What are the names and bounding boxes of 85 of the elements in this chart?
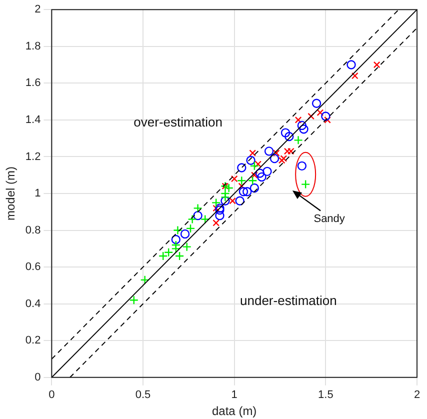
point xyxy=(215,204,224,213)
point xyxy=(288,148,294,155)
x-tick-label: 0 xyxy=(48,389,55,402)
point xyxy=(248,176,258,186)
point xyxy=(321,112,330,121)
point xyxy=(237,176,246,186)
point xyxy=(294,116,302,124)
point xyxy=(351,72,358,80)
annotation: under-estimation xyxy=(240,293,337,308)
point xyxy=(164,248,174,257)
y-axis-title: model (m) xyxy=(4,166,18,221)
annotation: over-estimation xyxy=(134,114,223,130)
point xyxy=(212,204,220,212)
point xyxy=(262,166,272,176)
point xyxy=(237,163,246,172)
point xyxy=(182,242,192,252)
point xyxy=(224,183,234,193)
point xyxy=(373,61,380,68)
point xyxy=(193,210,202,220)
y-tick-label: 1.2 xyxy=(25,150,41,163)
point xyxy=(284,148,291,155)
y-tick-label: 1.8 xyxy=(25,40,41,52)
point xyxy=(316,109,324,116)
point xyxy=(249,150,256,156)
point xyxy=(272,150,280,156)
point xyxy=(264,146,274,156)
point xyxy=(200,214,210,224)
y-tick-label: 0.2 xyxy=(25,334,41,347)
point xyxy=(254,160,262,168)
point xyxy=(255,168,265,178)
point xyxy=(220,196,230,206)
point xyxy=(193,204,202,213)
x-axis-title: data (m) xyxy=(212,404,257,418)
point xyxy=(238,187,248,196)
point xyxy=(250,183,260,193)
point xyxy=(250,161,260,171)
point xyxy=(238,182,246,190)
point xyxy=(308,112,314,120)
y-tick-label: 2 xyxy=(34,4,41,16)
y-tick-label: 1 xyxy=(34,188,41,200)
x-tick-label: 2 xyxy=(414,389,420,402)
point xyxy=(251,172,258,179)
point xyxy=(346,60,356,70)
point xyxy=(294,136,303,145)
point xyxy=(174,251,184,261)
point xyxy=(324,116,331,124)
y-tick-label: 0.4 xyxy=(25,298,41,310)
point xyxy=(230,175,238,182)
y-tick-label: 0.6 xyxy=(25,261,41,274)
point xyxy=(215,210,224,220)
point xyxy=(229,197,236,204)
y-tick-label: 0 xyxy=(34,371,41,384)
point xyxy=(158,251,168,261)
point xyxy=(312,98,322,108)
point xyxy=(284,132,294,142)
x-tick-label: 0.5 xyxy=(135,389,151,402)
point xyxy=(140,275,150,285)
point xyxy=(280,155,288,162)
point xyxy=(173,226,182,235)
point xyxy=(297,161,307,171)
x-tick-label: 1 xyxy=(231,389,238,402)
point xyxy=(171,234,180,244)
point xyxy=(235,196,244,206)
point xyxy=(280,128,290,138)
point xyxy=(278,156,286,164)
point xyxy=(270,154,280,164)
point xyxy=(242,187,252,196)
point xyxy=(171,240,180,250)
point xyxy=(188,214,197,224)
point xyxy=(186,224,196,234)
annotation: Sandy xyxy=(314,212,346,225)
point xyxy=(299,124,308,134)
point xyxy=(257,172,266,182)
point xyxy=(180,229,190,239)
point xyxy=(129,296,138,305)
x-tick-label: 1.5 xyxy=(318,389,334,402)
y-tick-label: 1.4 xyxy=(25,114,41,126)
point xyxy=(211,198,221,208)
y-tick-label: 0.8 xyxy=(25,224,41,236)
point xyxy=(246,156,256,165)
point xyxy=(212,219,220,226)
y-tick-label: 1.6 xyxy=(25,77,41,90)
point xyxy=(215,205,224,215)
point xyxy=(297,120,307,130)
point xyxy=(300,180,310,189)
